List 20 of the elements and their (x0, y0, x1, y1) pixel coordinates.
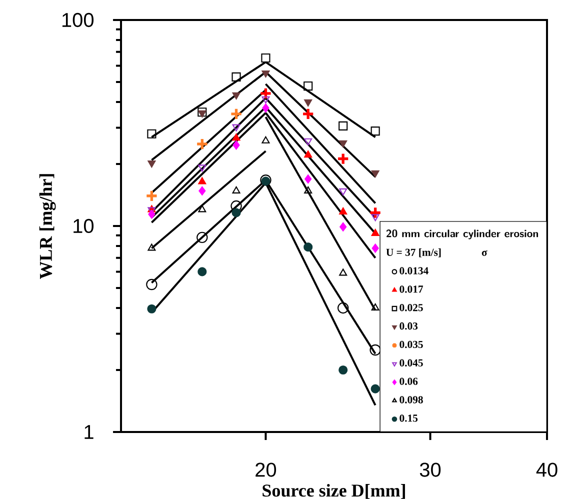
x-axis-title: Source size D[mm] (262, 484, 405, 499)
y-tick-label: 100 (62, 12, 94, 28)
x-tick-label: 30 (420, 462, 441, 477)
x-tick-label: 40 (536, 462, 558, 477)
legend-label: 0.15 (400, 414, 418, 422)
legend-label: 0.025 (400, 304, 423, 312)
annotation: σ (482, 250, 488, 256)
legend-label: 0.0134 (400, 267, 428, 274)
x-tick-label: 20 (256, 462, 276, 477)
y-tick-label: 1 (84, 425, 94, 439)
legend-label: 0.03 (400, 322, 418, 330)
legend-label: 0.017 (400, 286, 424, 293)
legend-label: 0.098 (400, 396, 423, 404)
legend-label: 0.06 (400, 378, 418, 385)
y-tick-label: 10 (74, 218, 94, 234)
y-axis-title: WLR [mg/hr] (39, 174, 56, 279)
legend-label: 0.045 (400, 359, 423, 367)
annotation: U = 37 [m/s] (386, 248, 441, 258)
legend-label: 0.035 (400, 340, 423, 348)
legend-title: 20 mm circular cylinder erosion (386, 229, 538, 240)
